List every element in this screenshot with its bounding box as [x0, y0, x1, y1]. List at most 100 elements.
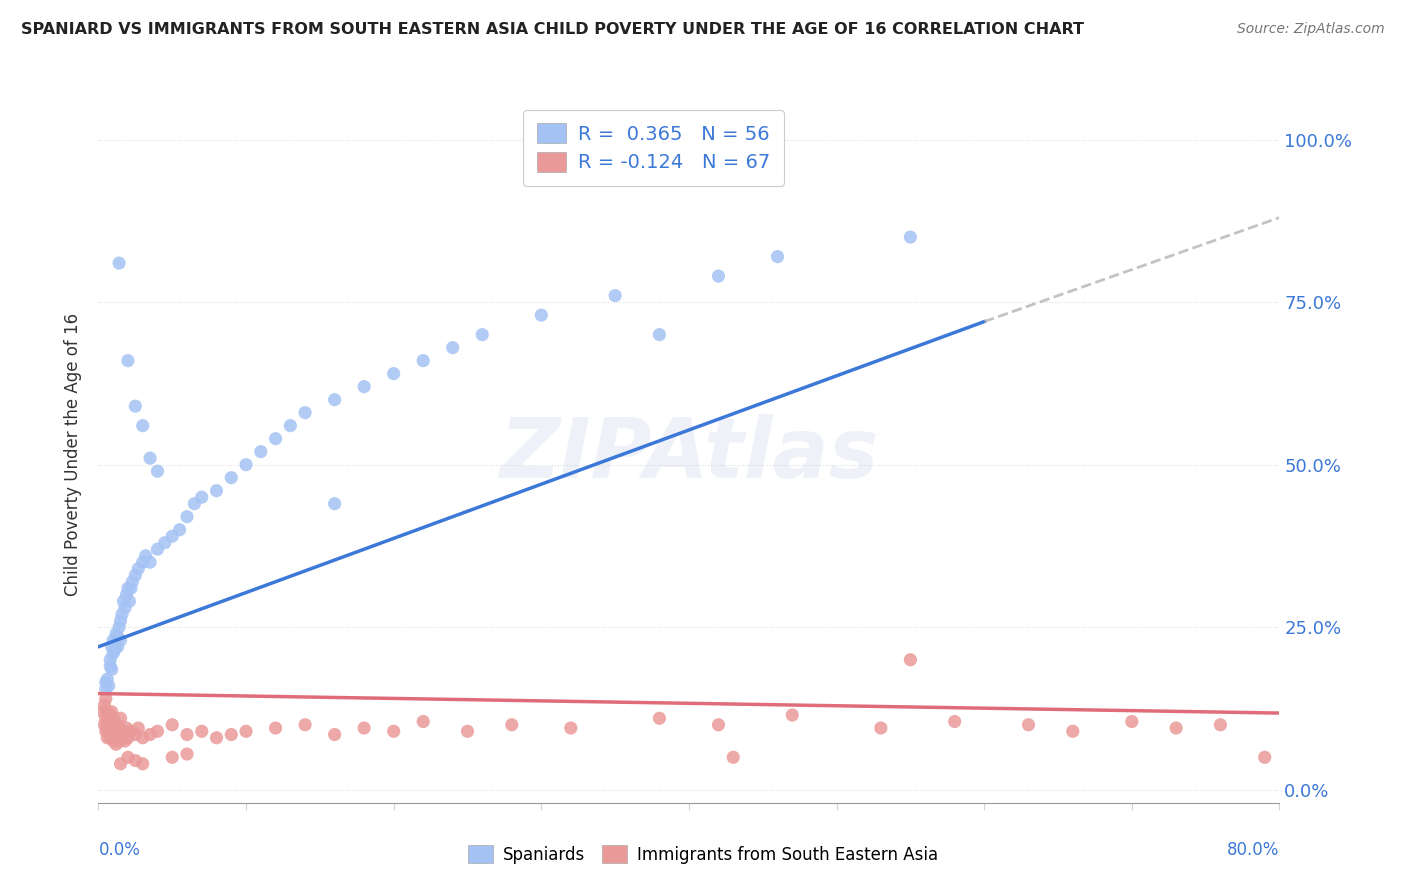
Text: Source: ZipAtlas.com: Source: ZipAtlas.com	[1237, 22, 1385, 37]
Point	[104, 643, 127, 657]
Point	[96, 718, 118, 732]
Point	[110, 711, 132, 725]
Point	[115, 721, 138, 735]
Point	[93, 718, 115, 732]
Point	[124, 399, 146, 413]
Point	[132, 418, 155, 433]
Point	[100, 705, 122, 719]
Point	[117, 750, 139, 764]
Point	[176, 727, 198, 741]
Point	[98, 708, 121, 723]
Point	[250, 444, 273, 458]
Point	[94, 681, 117, 696]
Point	[100, 663, 122, 677]
Point	[111, 607, 134, 622]
Point	[98, 721, 121, 735]
Point	[104, 718, 127, 732]
Point	[353, 721, 375, 735]
Point	[104, 731, 127, 745]
Point	[107, 731, 129, 745]
Point	[112, 724, 135, 739]
Point	[94, 675, 117, 690]
Point	[117, 353, 139, 368]
Point	[124, 568, 146, 582]
Point	[94, 724, 117, 739]
Point	[127, 562, 149, 576]
Point	[900, 230, 922, 244]
Point	[323, 392, 346, 407]
Point	[294, 718, 316, 732]
Point	[648, 327, 671, 342]
Point	[146, 724, 169, 739]
Text: ZIPAtlas: ZIPAtlas	[499, 415, 879, 495]
Point	[162, 718, 183, 732]
Point	[169, 523, 191, 537]
Point	[97, 714, 120, 729]
Point	[221, 471, 243, 485]
Point	[98, 653, 121, 667]
Point	[176, 747, 198, 761]
Legend: R =  0.365   N = 56, R = -0.124   N = 67: R = 0.365 N = 56, R = -0.124 N = 67	[523, 110, 783, 186]
Point	[766, 250, 789, 264]
Point	[98, 659, 121, 673]
Point	[1062, 724, 1084, 739]
Point	[353, 379, 375, 393]
Point	[146, 542, 169, 557]
Point	[96, 731, 118, 745]
Legend: Spaniards, Immigrants from South Eastern Asia: Spaniards, Immigrants from South Eastern…	[461, 838, 945, 871]
Point	[707, 718, 730, 732]
Point	[103, 633, 125, 648]
Point	[382, 724, 405, 739]
Point	[412, 714, 434, 729]
Point	[120, 724, 142, 739]
Point	[205, 483, 228, 498]
Point	[943, 714, 966, 729]
Point	[235, 458, 257, 472]
Point	[139, 451, 162, 466]
Point	[94, 691, 117, 706]
Point	[96, 672, 118, 686]
Point	[110, 727, 132, 741]
Text: 0.0%: 0.0%	[98, 841, 141, 859]
Point	[191, 724, 214, 739]
Point	[114, 734, 136, 748]
Point	[110, 633, 132, 648]
Point	[127, 721, 149, 735]
Point	[115, 588, 138, 602]
Point	[98, 731, 121, 745]
Point	[707, 269, 730, 284]
Point	[382, 367, 405, 381]
Point	[118, 594, 141, 608]
Point	[235, 724, 257, 739]
Point	[205, 731, 228, 745]
Point	[114, 600, 136, 615]
Point	[100, 640, 122, 654]
Point	[100, 727, 122, 741]
Point	[1209, 718, 1232, 732]
Point	[530, 308, 553, 322]
Point	[471, 327, 494, 342]
Point	[103, 711, 125, 725]
Point	[117, 581, 139, 595]
Point	[412, 353, 434, 368]
Point	[121, 574, 143, 589]
Point	[1018, 718, 1040, 732]
Point	[108, 620, 131, 634]
Point	[107, 718, 129, 732]
Point	[1166, 721, 1188, 735]
Point	[280, 418, 302, 433]
Point	[132, 555, 155, 569]
Point	[264, 721, 287, 735]
Point	[110, 756, 132, 771]
Point	[120, 581, 142, 595]
Point	[105, 636, 128, 650]
Point	[782, 708, 804, 723]
Point	[132, 756, 155, 771]
Point	[221, 727, 243, 741]
Point	[107, 640, 129, 654]
Point	[294, 406, 316, 420]
Point	[105, 737, 128, 751]
Point	[93, 698, 115, 713]
Point	[162, 529, 183, 543]
Point	[124, 727, 146, 741]
